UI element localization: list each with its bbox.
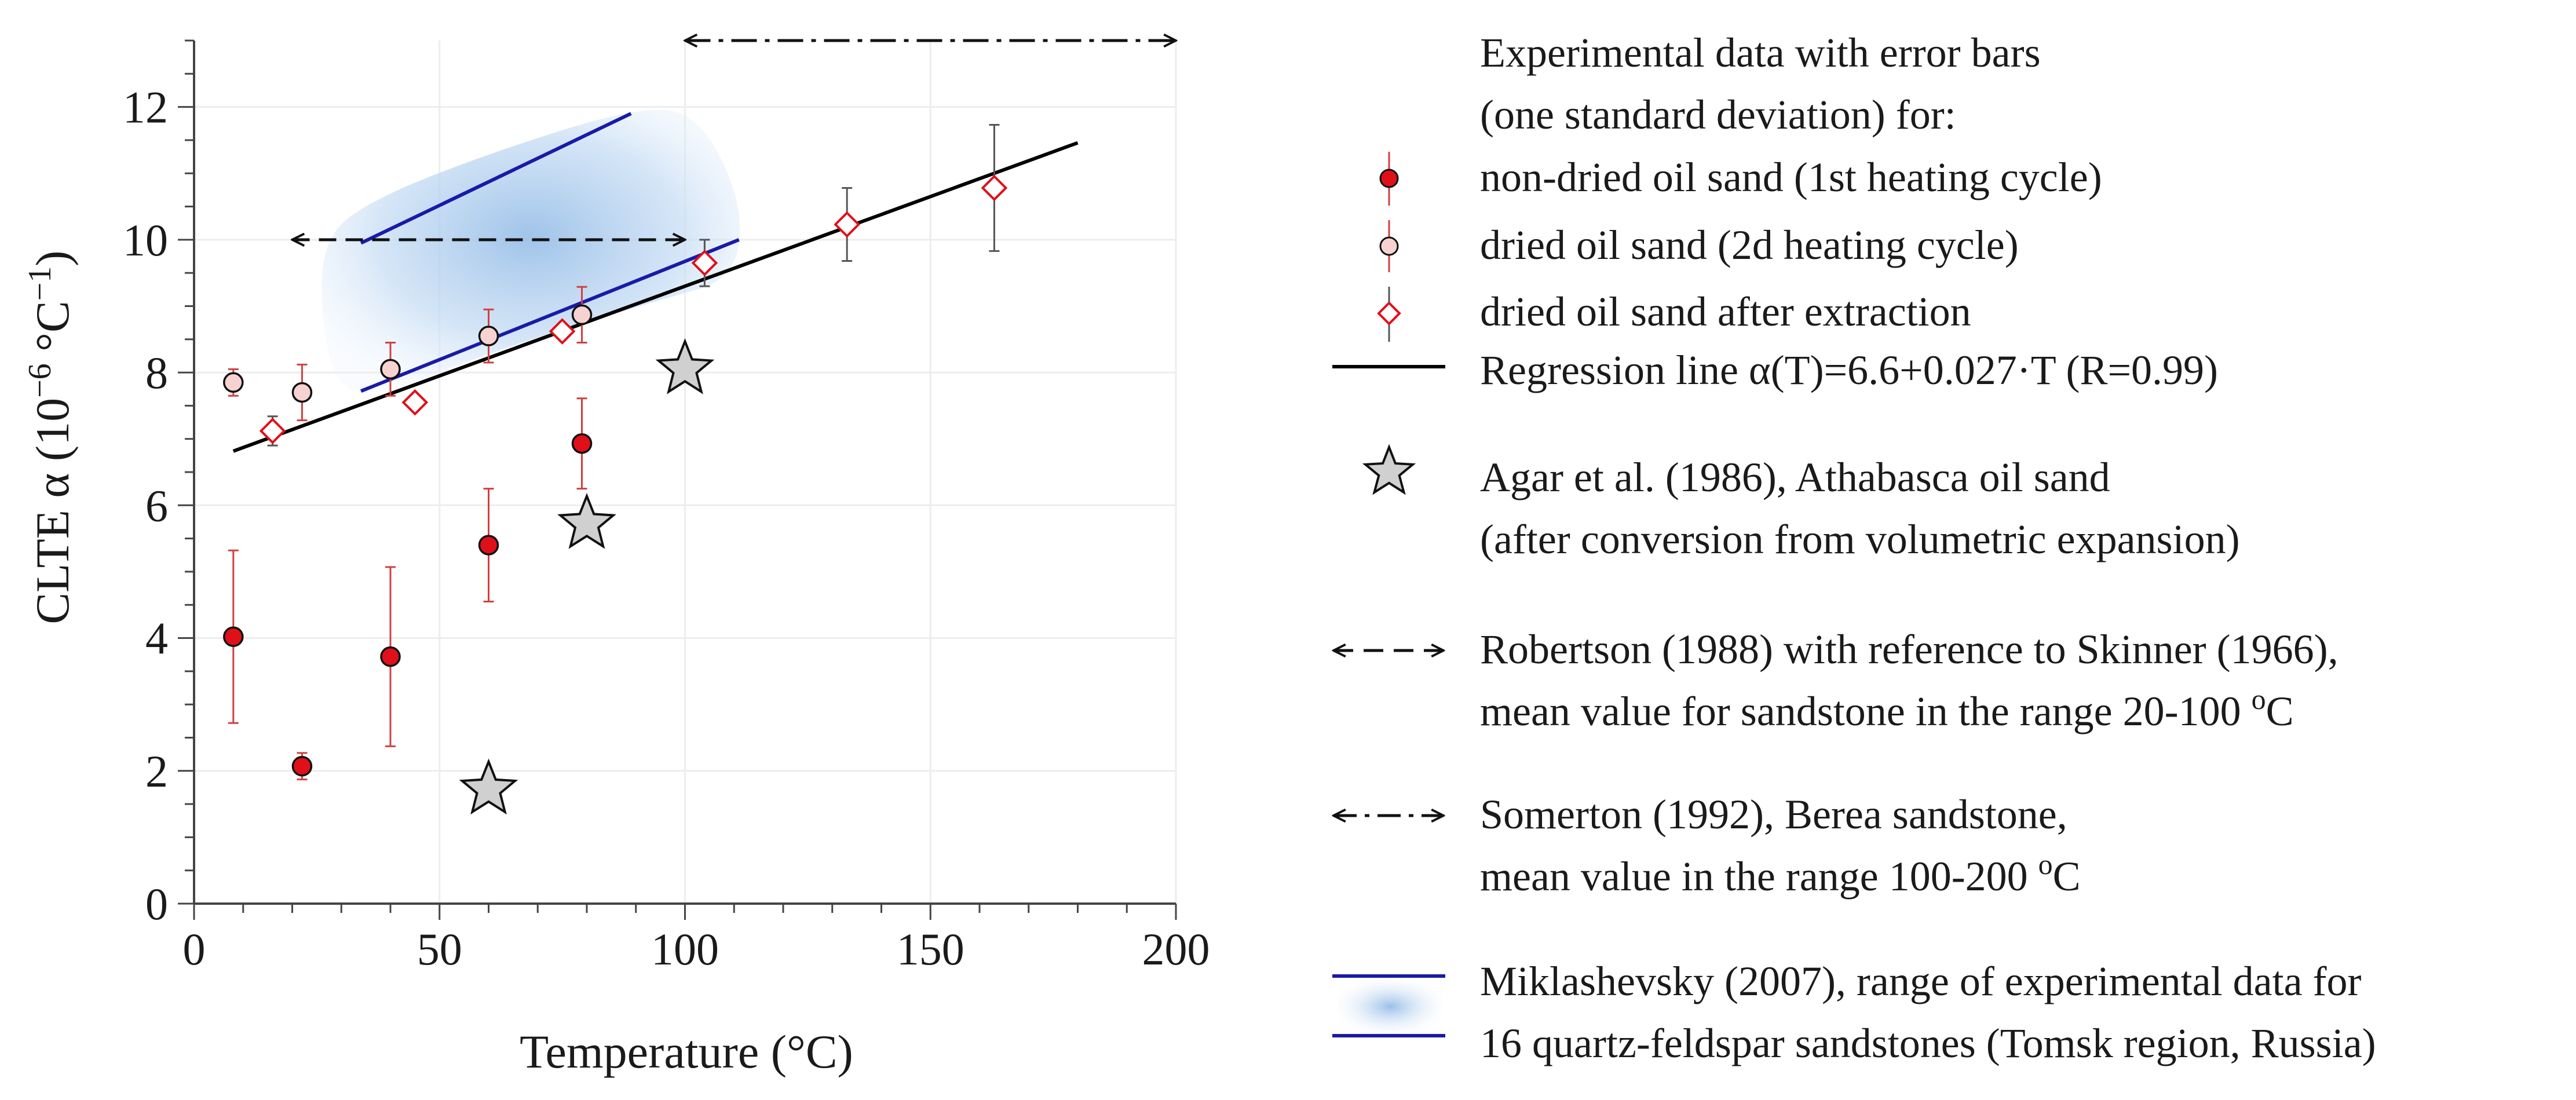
x-axis-title: Temperature (°C) [520, 1025, 853, 1078]
extracted-point [691, 250, 718, 276]
legend-regression-label: Regression line α(T)=6.6+0.027·T (R=0.99… [1480, 347, 2218, 393]
legend-entry-dried: dried oil sand (2d heating cycle) [1379, 220, 2019, 272]
agar-star [557, 492, 616, 549]
legend-dried-marker [1379, 236, 1399, 256]
miklashevsky-upper-line [360, 112, 632, 245]
y-tick-label: 4 [145, 613, 168, 664]
x-tick-label: 100 [651, 924, 719, 974]
legend-star-icon [1362, 444, 1416, 495]
dried-point [478, 326, 499, 346]
reference-lines [293, 41, 1176, 393]
dried-point [291, 382, 313, 403]
y-axis-title: CLTE α (10−6 °C−1) [22, 250, 79, 624]
extracted-point [401, 389, 429, 416]
y-tick-label: 8 [145, 348, 168, 398]
dried-point [380, 359, 401, 380]
legend-extracted-label: dried oil sand after extraction [1480, 288, 1971, 335]
legend-dried-label: dried oil sand (2d heating cycle) [1480, 222, 2019, 268]
miklashevsky-lower-line [360, 238, 740, 393]
legend-entry-agar: Agar et al. (1986), Athabasca oil sand (… [1362, 444, 2240, 562]
legend-robertson-label-line2: mean value for sandstone in the range 20… [1480, 683, 2294, 734]
y-tick-label: 10 [123, 215, 168, 265]
regression-line [232, 141, 1079, 453]
legend-entry-robertson: Robertson (1988) with reference to Skinn… [1333, 626, 2339, 734]
axes: 0 2 4 6 8 10 12 0 50 100 150 200 [123, 39, 1210, 974]
legend-entry-non-dried: non-dried oil sand (1st heating cycle) [1379, 152, 2102, 206]
extracted-point [834, 211, 861, 238]
legend-somerton-label-line2: mean value in the range 100-200 oC [1480, 848, 2081, 900]
non-dried-point [291, 755, 313, 777]
legend-miklashevsky-band [1338, 979, 1442, 1034]
legend-entry-extracted: dried oil sand after extraction [1377, 287, 1971, 342]
legend-non-dried-marker [1379, 169, 1399, 188]
y-tick-label: 0 [145, 879, 168, 929]
non-dried-point [478, 535, 499, 556]
data-marks [223, 124, 1079, 815]
agar-star [655, 338, 715, 394]
y-tick-label: 12 [123, 82, 168, 133]
non-dried-point [380, 646, 401, 667]
agar-star [459, 758, 518, 815]
dried-point [223, 372, 244, 393]
legend: Experimental data with error bars (one s… [1332, 30, 2376, 1066]
legend-header-line2: (one standard deviation) for: [1480, 92, 1956, 138]
dried-point [571, 304, 593, 326]
y-tick-label: 6 [145, 480, 168, 531]
x-tick-label: 200 [1142, 924, 1210, 974]
extracted-point [259, 418, 286, 444]
non-dried-point [223, 626, 244, 647]
x-tick-label: 150 [897, 924, 964, 974]
x-tick-label: 50 [417, 924, 462, 974]
legend-robertson-label-line1: Robertson (1988) with reference to Skinn… [1480, 626, 2339, 673]
legend-non-dried-label: non-dried oil sand (1st heating cycle) [1480, 154, 2102, 200]
legend-header-line1: Experimental data with error bars [1480, 30, 2041, 76]
miklashevsky-band [321, 109, 740, 393]
legend-agar-label-line1: Agar et al. (1986), Athabasca oil sand [1480, 454, 2110, 500]
legend-somerton-label-line1: Somerton (1992), Berea sandstone, [1480, 791, 2067, 838]
non-dried-point [571, 433, 593, 454]
legend-extracted-marker [1377, 301, 1401, 326]
legend-entry-regression: Regression line α(T)=6.6+0.027·T (R=0.99… [1332, 347, 2218, 393]
legend-entry-miklashevsky: Miklashevsky (2007), range of experiment… [1332, 958, 2376, 1066]
legend-miklashevsky-label-line1: Miklashevsky (2007), range of experiment… [1480, 958, 2362, 1004]
y-tick-label: 2 [145, 746, 168, 796]
legend-entry-somerton: Somerton (1992), Berea sandstone, mean v… [1333, 791, 2081, 900]
extracted-point [549, 318, 576, 345]
legend-miklashevsky-label-line2: 16 quartz-feldspar sandstones (Tomsk reg… [1480, 1020, 2376, 1066]
x-tick-label: 0 [183, 924, 206, 974]
legend-agar-label-line2: (after conversion from volumetric expans… [1480, 516, 2240, 562]
extracted-point [981, 174, 1008, 202]
